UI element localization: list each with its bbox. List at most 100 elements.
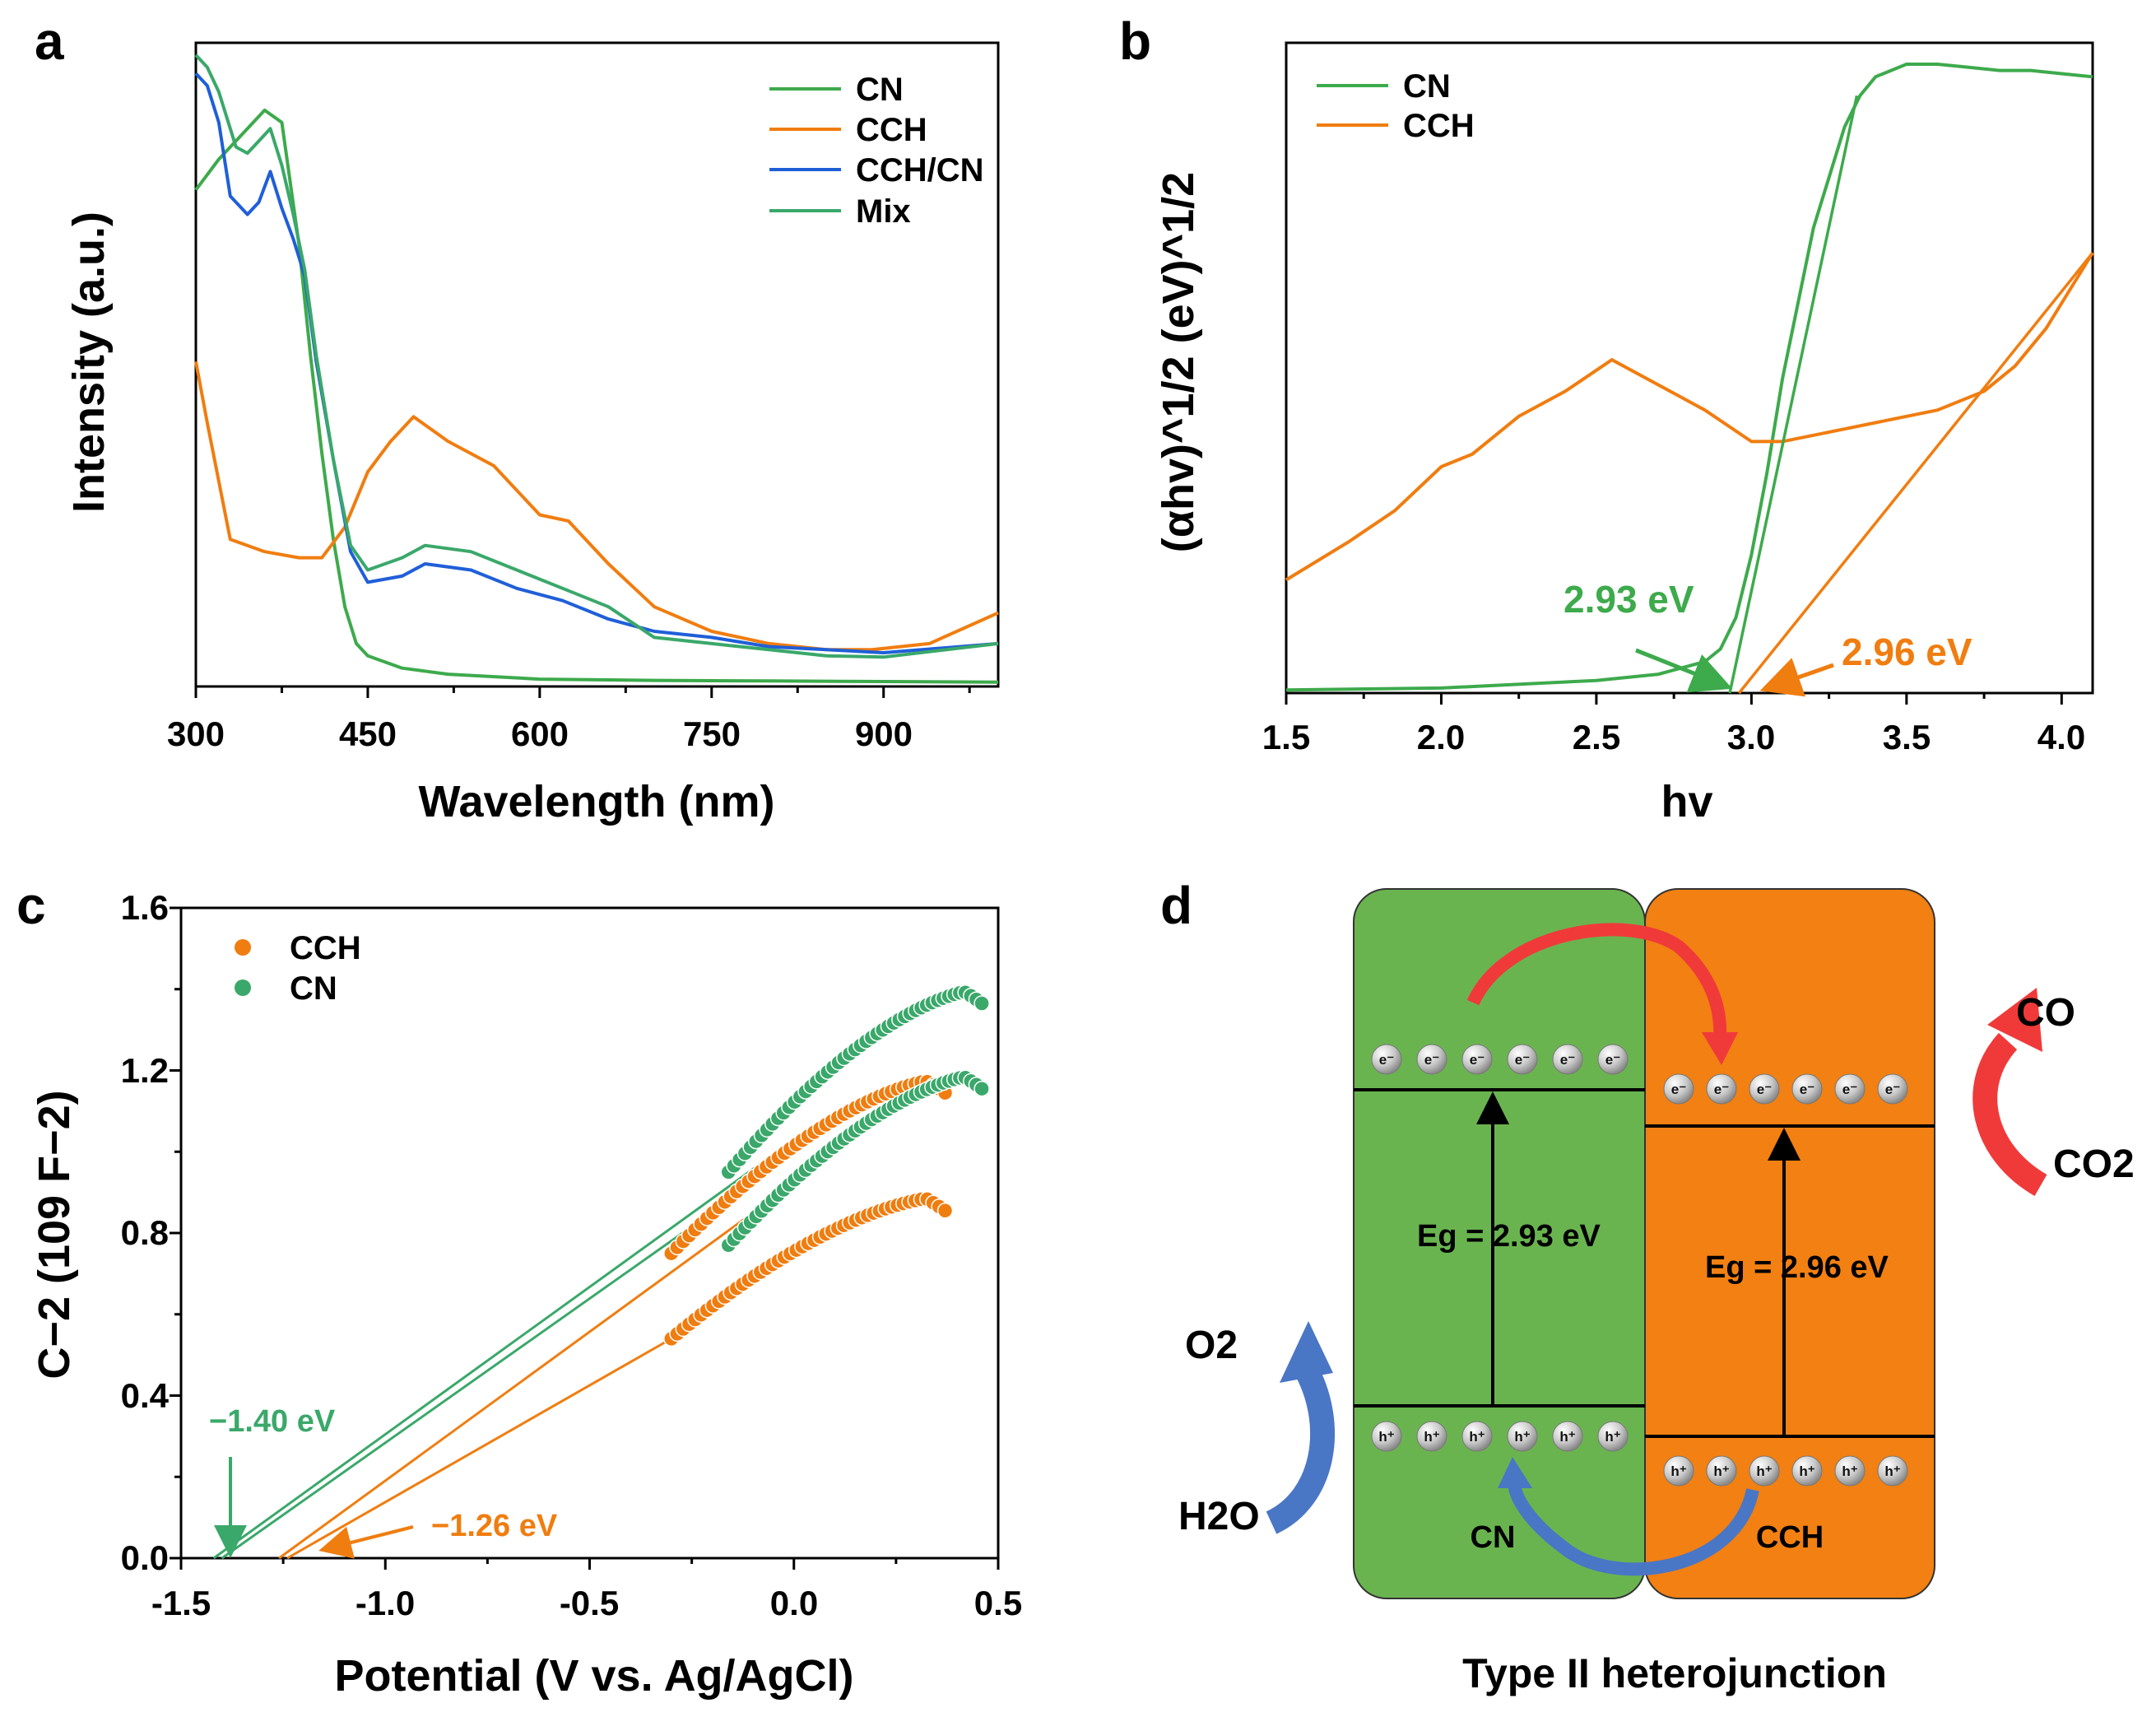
electron-transfer-arrow	[1466, 923, 1727, 1040]
electron-carrier-label: e⁻	[1671, 1082, 1686, 1097]
panel-a-xlabel: Wavelength (nm)	[418, 777, 774, 826]
panel-a-xtick: 750	[683, 714, 741, 753]
electron-carrier-label: e⁻	[1560, 1052, 1575, 1068]
co2-reduction-arrow	[1972, 1032, 2047, 1197]
electron-carrier-label: e⁻	[1379, 1052, 1394, 1068]
fit-line	[286, 1338, 672, 1560]
electron-carrier-label: e⁻	[1714, 1082, 1729, 1097]
legend-label-cn: CN	[290, 970, 337, 1007]
panel-c-ytick: 1.6	[121, 888, 169, 927]
electron-carrier-label: e⁻	[1800, 1082, 1814, 1097]
legend-label-mix: Mix	[856, 193, 911, 230]
fit-line	[278, 1166, 815, 1560]
electron-carrier	[1597, 1044, 1629, 1075]
panel-a: a 300 450 600 750 900 Wavelength (nm) In…	[35, 12, 1000, 826]
panel-b-xtick: 2.5	[1573, 718, 1620, 756]
panel-a-letter: a	[35, 12, 64, 71]
legend-marker-cch	[235, 939, 251, 956]
charge-carriers: e⁻ e⁻ e⁻ e⁻ e⁻ e⁻ e⁻ e⁻ e⁻ e⁻ e⁻ e⁻ h⁺ h⁺ h⁺ h⁺ h⁺ h⁺ h⁺ h⁺…	[1371, 1044, 1908, 1487]
water-oxidation-arrowhead	[1280, 1321, 1333, 1383]
panel-a-ylabel: Intensity (a.u.)	[64, 212, 114, 513]
series-line-mix	[194, 54, 999, 659]
co2-reduction-arrowhead	[1987, 988, 2042, 1052]
diagram-caption: Type II heterojunction	[1462, 1650, 1887, 1696]
hole-carrier-label: h⁺	[1378, 1429, 1394, 1445]
hole-carrier-label: h⁺	[1713, 1463, 1729, 1479]
hole-carrier	[1877, 1455, 1908, 1487]
legend-label-cch: CCH	[1403, 108, 1475, 144]
panel-c-ytick: 1.2	[121, 1051, 169, 1090]
electron-transfer-arrowhead	[1702, 1032, 1738, 1065]
legend-label-cn: CN	[856, 72, 904, 108]
electron-carrier	[1834, 1073, 1866, 1105]
panel-b-x-ticks	[1285, 693, 2063, 705]
panel-c-xtick: -1.5	[151, 1584, 211, 1622]
hole-carrier-label: h⁺	[1670, 1463, 1686, 1479]
annotation-cn-arrow	[1635, 648, 1733, 693]
electron-carrier	[1877, 1073, 1908, 1105]
panel-c-ylabel: C−2 (109 F−2)	[30, 1090, 79, 1379]
hole-carrier-label: h⁺	[1756, 1463, 1772, 1479]
panel-a-xtick: 450	[339, 714, 397, 753]
panel-c: c -1.5 -1.0 -0.5 0.0 0.5 0.0 0.4 0.8 1.2…	[16, 876, 1022, 1701]
panel-a-xtick: 900	[855, 714, 913, 753]
cch-bandgap-label: Eg = 2.96 eV	[1705, 1250, 1889, 1285]
hole-carrier-label: h⁺	[1514, 1429, 1530, 1445]
hole-carrier	[1507, 1421, 1538, 1452]
panel-a-x-ticks	[194, 686, 971, 698]
hole-carrier	[1834, 1455, 1866, 1487]
cn-material-label: CN	[1471, 1520, 1516, 1555]
data-point	[936, 1203, 954, 1219]
electron-carrier-label: e⁻	[1757, 1082, 1772, 1097]
panel-c-xtick: -0.5	[560, 1584, 619, 1622]
electron-carrier-label: e⁻	[1885, 1082, 1900, 1097]
panel-b-xtick: 3.5	[1883, 718, 1931, 756]
panel-b-xtick: 4.0	[2038, 718, 2085, 756]
cch-material-label: CCH	[1756, 1520, 1824, 1555]
series-line-cch	[1285, 252, 2094, 582]
annotation-cch-arrow	[318, 1525, 414, 1559]
electron-carrier-label: e⁻	[1515, 1052, 1530, 1068]
panel-a-xtick: 600	[511, 714, 569, 753]
data-point	[973, 1080, 990, 1097]
hole-carrier-label: h⁺	[1559, 1429, 1575, 1445]
hole-carrier	[1663, 1455, 1694, 1487]
annotation-cch-flatband: −1.26 eV	[431, 1509, 558, 1543]
panel-b-series	[1285, 63, 2094, 695]
panel-c-ytick: 0.4	[121, 1376, 170, 1415]
electron-carrier	[1507, 1044, 1538, 1075]
electron-carrier	[1749, 1073, 1780, 1105]
series-line-cn	[194, 108, 999, 684]
series-line-cch-cn	[194, 72, 999, 654]
data-point	[973, 995, 990, 1012]
cn-bandgap-label: Eg = 2.93 eV	[1417, 1219, 1601, 1254]
panel-c-ytick: 0.8	[121, 1213, 169, 1252]
hole-carrier-label: h⁺	[1469, 1429, 1485, 1445]
water-oxidation-arrow	[1266, 1360, 1336, 1534]
electron-carrier	[1706, 1073, 1737, 1105]
hole-carrier	[1749, 1455, 1780, 1487]
electron-carrier	[1371, 1044, 1402, 1075]
hole-carrier	[1597, 1421, 1629, 1452]
hole-transfer-arrowhead	[1498, 1457, 1532, 1488]
panel-c-xlabel: Potential (V vs. Ag/AgCl)	[334, 1651, 853, 1701]
panel-c-xtick: -1.0	[355, 1584, 415, 1622]
annotation-cch-arrow	[1759, 658, 1834, 697]
hole-carrier	[1706, 1455, 1737, 1487]
panel-a-series	[194, 54, 999, 684]
hole-carrier	[1416, 1421, 1447, 1452]
panel-c-ticks	[170, 906, 1000, 1570]
electron-carrier	[1663, 1073, 1694, 1105]
panel-b-letter: b	[1119, 12, 1151, 71]
electron-carrier	[1461, 1044, 1493, 1075]
reactant-co2: CO2	[2053, 1142, 2135, 1186]
panel-c-xtick: 0.0	[770, 1584, 818, 1622]
panel-b-ylabel: (αhv)^1/2 (eV)^1/2	[1154, 172, 1203, 552]
product-o2: O2	[1185, 1324, 1238, 1367]
panel-b-xtick: 1.5	[1262, 718, 1310, 756]
hole-carrier	[1461, 1421, 1493, 1452]
electron-carrier-label: e⁻	[1470, 1052, 1485, 1068]
hole-carrier-label: h⁺	[1884, 1463, 1900, 1479]
panel-b: b 1.5 2.0 2.5 3.0 3.5 4.0 hv (αhv)^1/2 (…	[1119, 12, 2094, 826]
panel-b-frame	[1285, 41, 2094, 695]
